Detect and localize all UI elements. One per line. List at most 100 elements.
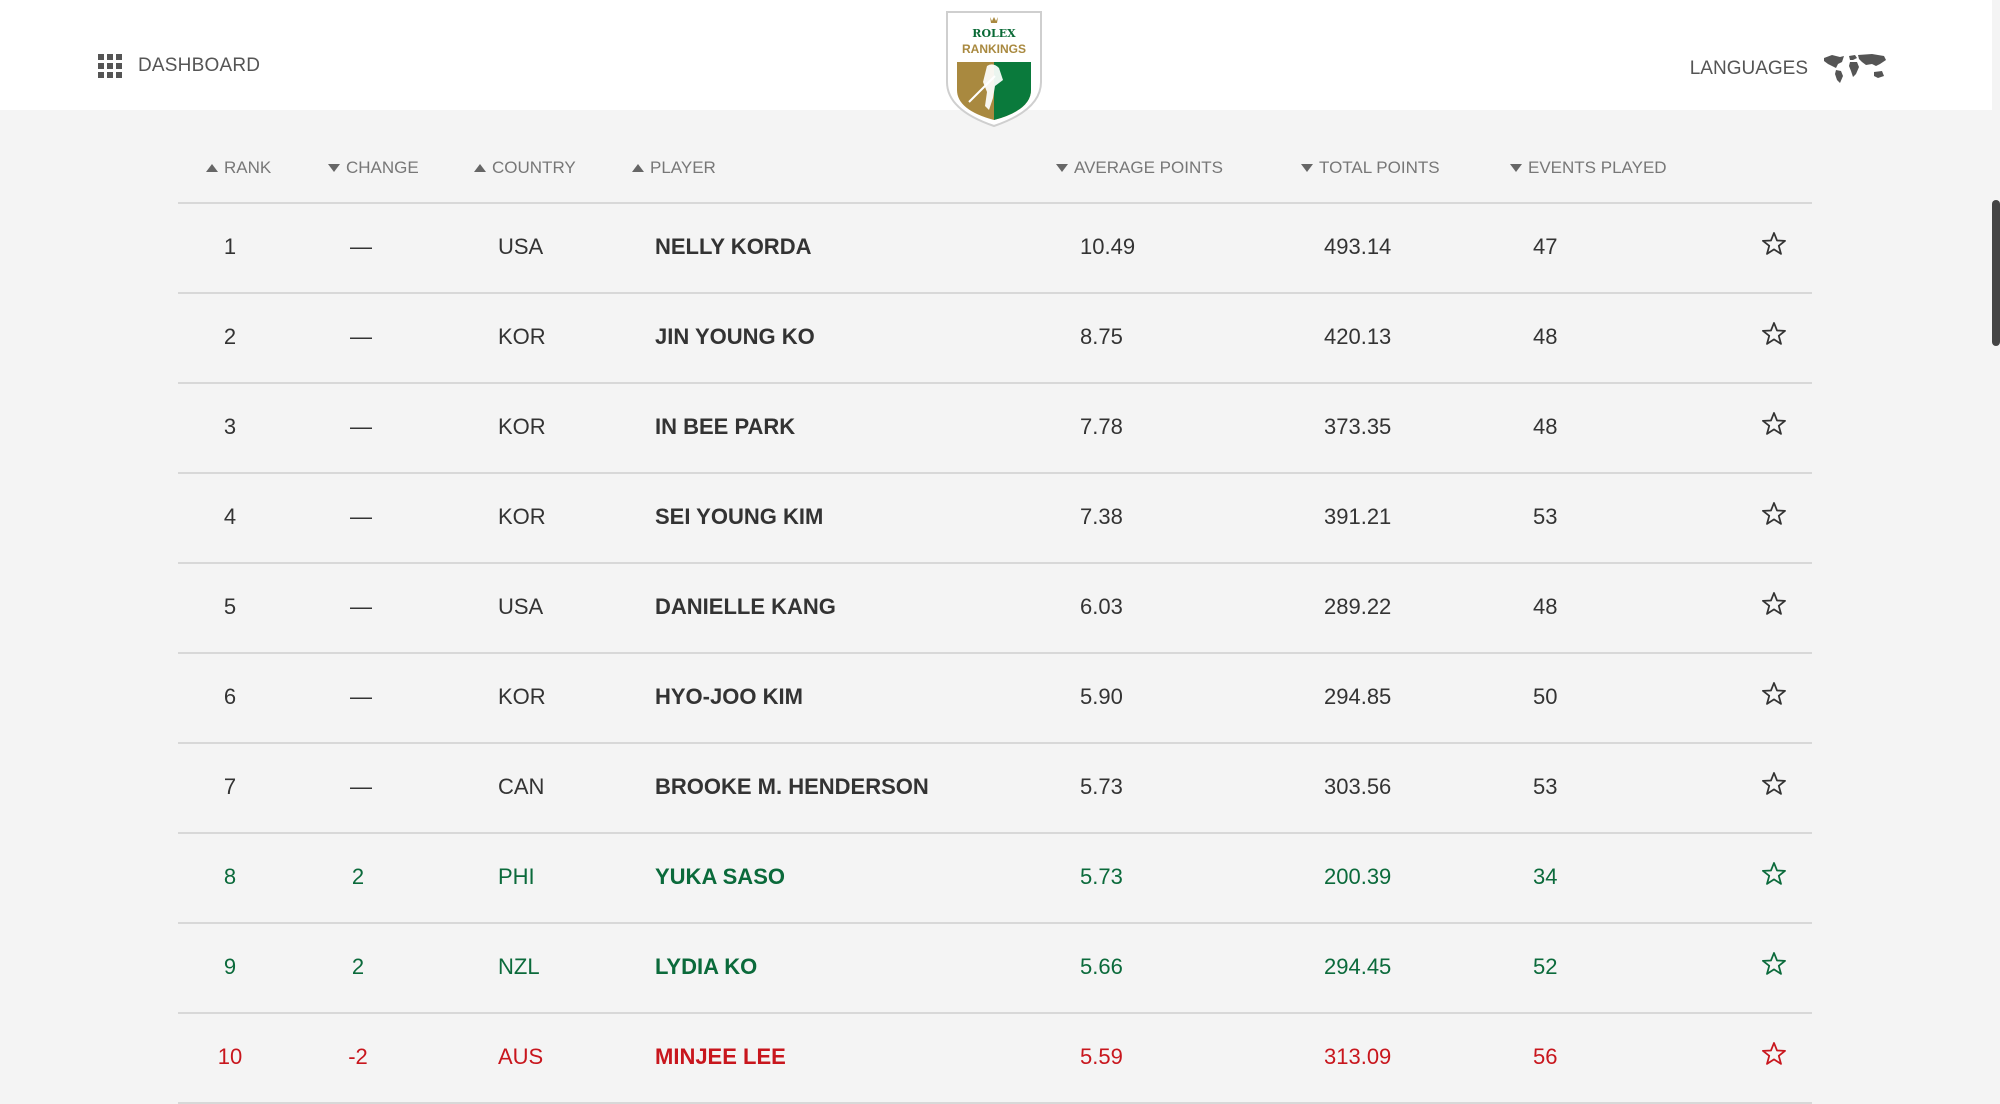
favorite-star-icon[interactable] xyxy=(1760,860,1788,888)
favorite-star-icon[interactable] xyxy=(1760,770,1788,798)
total-points-cell: 303.56 xyxy=(1324,774,1392,799)
rolex-rankings-logo: ROLEX RANKINGS xyxy=(943,6,1045,130)
player-name[interactable]: JIN YOUNG KO xyxy=(655,324,815,349)
table-header: RANK CHANGE COUNTRY PLAYER AVERAGE POINT… xyxy=(178,148,1812,204)
header-rank-label: RANK xyxy=(224,158,272,177)
player-name[interactable]: BROOKE M. HENDERSON xyxy=(655,774,929,799)
favorite-star-icon[interactable] xyxy=(1760,950,1788,978)
sort-total-points[interactable]: TOTAL POINTS xyxy=(1301,158,1440,178)
change-cell: — xyxy=(350,594,372,619)
header-events-played-label: EVENTS PLAYED xyxy=(1528,158,1667,177)
change-cell: -2 xyxy=(348,1044,368,1069)
events-played-cell: 34 xyxy=(1533,864,1558,889)
average-points-cell: 10.49 xyxy=(1080,234,1136,259)
rank-cell: 1 xyxy=(223,234,237,259)
country-cell: CAN xyxy=(498,774,545,799)
total-points-cell: 200.39 xyxy=(1324,864,1392,889)
table-row[interactable]: 5 — USA DANIELLE KANG 6.03 289.22 48 xyxy=(178,564,1812,654)
change-cell: — xyxy=(350,414,372,439)
languages-button[interactable]: LANGUAGES xyxy=(1690,52,1888,86)
favorite-star-icon[interactable] xyxy=(1760,1040,1788,1068)
table-row[interactable]: 4 — KOR SEI YOUNG KIM 7.38 391.21 53 xyxy=(178,474,1812,564)
total-points-cell: 373.35 xyxy=(1324,414,1392,439)
total-points-cell: 493.14 xyxy=(1324,234,1392,259)
total-points-cell: 313.09 xyxy=(1324,1044,1392,1069)
rank-cell: 6 xyxy=(223,684,237,709)
change-cell: — xyxy=(350,234,372,259)
sort-down-icon xyxy=(1056,164,1068,172)
country-cell: KOR xyxy=(498,504,546,529)
rank-cell: 8 xyxy=(223,864,237,889)
sort-up-icon xyxy=(474,164,486,172)
favorite-star-icon[interactable] xyxy=(1760,230,1788,258)
player-name[interactable]: IN BEE PARK xyxy=(655,414,796,439)
favorite-star-icon[interactable] xyxy=(1760,500,1788,528)
average-points-cell: 8.75 xyxy=(1080,324,1123,349)
change-cell: — xyxy=(350,504,372,529)
sort-country[interactable]: COUNTRY xyxy=(474,158,576,178)
change-cell: 2 xyxy=(351,954,365,979)
header-total-points-label: TOTAL POINTS xyxy=(1319,158,1440,177)
player-name[interactable]: SEI YOUNG KIM xyxy=(655,504,824,529)
events-played-cell: 52 xyxy=(1533,954,1558,979)
sort-average-points[interactable]: AVERAGE POINTS xyxy=(1056,158,1223,178)
table-row[interactable]: 6 — KOR HYO-JOO KIM 5.90 294.85 50 xyxy=(178,654,1812,744)
events-played-cell: 47 xyxy=(1533,234,1558,259)
rank-cell: 7 xyxy=(223,774,237,799)
favorite-star-icon[interactable] xyxy=(1760,410,1788,438)
country-cell: KOR xyxy=(498,414,546,439)
sort-player[interactable]: PLAYER xyxy=(632,158,716,178)
header-country-label: COUNTRY xyxy=(492,158,576,177)
country-cell: KOR xyxy=(498,324,546,349)
rank-cell: 9 xyxy=(223,954,237,979)
events-played-cell: 48 xyxy=(1533,414,1558,439)
average-points-cell: 5.59 xyxy=(1080,1044,1123,1069)
table-row[interactable]: 1 — USA NELLY KORDA 10.49 493.14 47 xyxy=(178,204,1812,294)
events-played-cell: 53 xyxy=(1533,504,1558,529)
country-cell: AUS xyxy=(498,1044,544,1069)
rank-cell: 2 xyxy=(223,324,237,349)
sort-change[interactable]: CHANGE xyxy=(328,158,419,178)
average-points-cell: 6.03 xyxy=(1080,594,1123,619)
sort-down-icon xyxy=(1510,164,1522,172)
table-row[interactable]: 2 — KOR JIN YOUNG KO 8.75 420.13 48 xyxy=(178,294,1812,384)
sort-down-icon xyxy=(328,164,340,172)
player-name[interactable]: MINJEE LEE xyxy=(655,1044,786,1069)
sort-events-played[interactable]: EVENTS PLAYED xyxy=(1510,158,1667,178)
favorite-star-icon[interactable] xyxy=(1760,590,1788,618)
total-points-cell: 294.45 xyxy=(1324,954,1392,979)
table-row[interactable]: 10 -2 AUS MINJEE LEE 5.59 313.09 56 xyxy=(178,1014,1812,1104)
average-points-cell: 7.38 xyxy=(1080,504,1123,529)
favorite-star-icon[interactable] xyxy=(1760,320,1788,348)
header-change-label: CHANGE xyxy=(346,158,419,177)
events-played-cell: 48 xyxy=(1533,324,1558,349)
table-row[interactable]: 3 — KOR IN BEE PARK 7.78 373.35 48 xyxy=(178,384,1812,474)
scrollbar-thumb[interactable] xyxy=(1992,200,2000,346)
player-name[interactable]: DANIELLE KANG xyxy=(655,594,836,619)
table-row[interactable]: 8 2 PHI YUKA SASO 5.73 200.39 34 xyxy=(178,834,1812,924)
dashboard-button[interactable]: DASHBOARD xyxy=(98,54,260,78)
sort-down-icon xyxy=(1301,164,1313,172)
player-name[interactable]: YUKA SASO xyxy=(655,864,785,889)
favorite-star-icon[interactable] xyxy=(1760,680,1788,708)
total-points-cell: 391.21 xyxy=(1324,504,1392,529)
sort-up-icon xyxy=(206,164,218,172)
change-cell: — xyxy=(350,684,372,709)
average-points-cell: 5.66 xyxy=(1080,954,1123,979)
change-cell: — xyxy=(350,774,372,799)
sort-rank[interactable]: RANK xyxy=(206,158,271,178)
dashboard-label: DASHBOARD xyxy=(138,55,261,76)
header-average-points-label: AVERAGE POINTS xyxy=(1074,158,1223,177)
player-name[interactable]: LYDIA KO xyxy=(655,954,758,979)
grid-icon xyxy=(98,54,122,78)
sort-up-icon xyxy=(632,164,644,172)
table-row[interactable]: 9 2 NZL LYDIA KO 5.66 294.45 52 xyxy=(178,924,1812,1014)
player-name[interactable]: NELLY KORDA xyxy=(655,234,812,259)
player-name[interactable]: HYO-JOO KIM xyxy=(655,684,803,709)
country-cell: PHI xyxy=(498,864,535,889)
total-points-cell: 289.22 xyxy=(1324,594,1392,619)
table-row[interactable]: 7 — CAN BROOKE M. HENDERSON 5.73 303.56 53 xyxy=(178,744,1812,834)
events-played-cell: 50 xyxy=(1533,684,1558,709)
scrollbar-track[interactable] xyxy=(1992,0,2000,1077)
average-points-cell: 5.73 xyxy=(1080,774,1123,799)
